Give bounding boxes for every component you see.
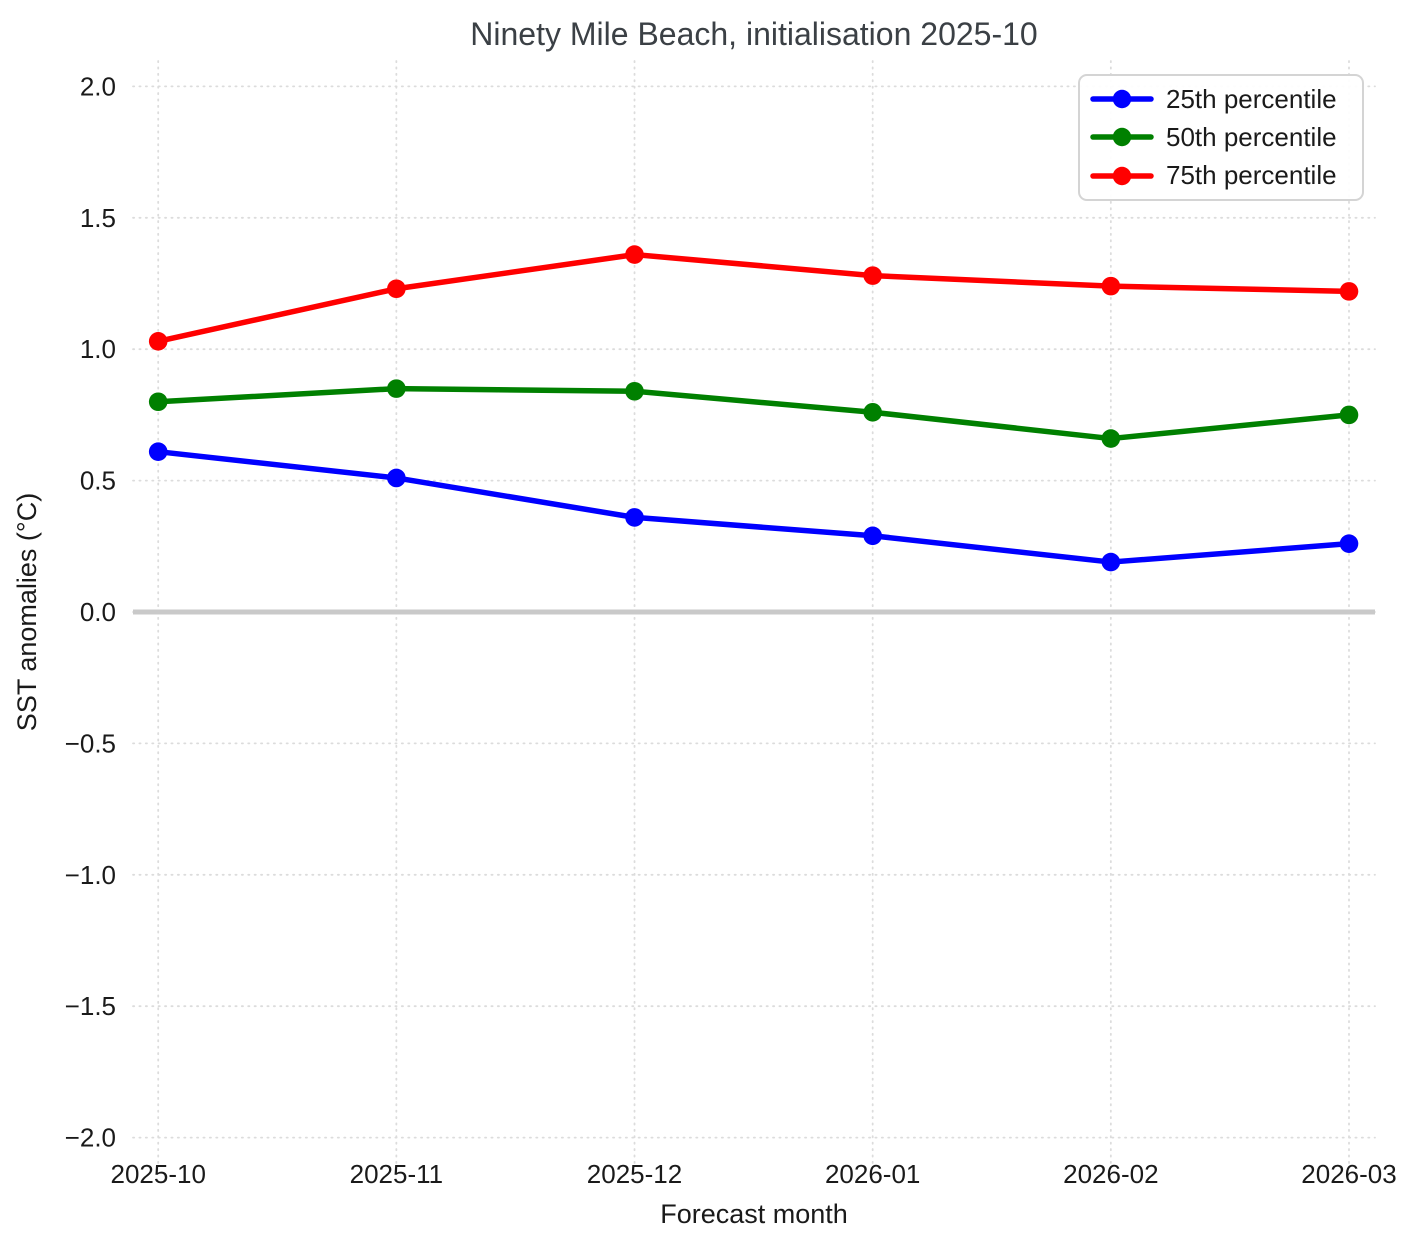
marker-25th-percentile [1339,534,1359,553]
x-tick-label: 2026-02 [1063,1159,1158,1189]
legend-dot [1112,89,1132,109]
legend-label: 75th percentile [1166,160,1337,191]
y-tick-label: −1.5 [65,991,116,1021]
marker-25th-percentile [863,526,882,546]
marker-50th-percentile [625,381,644,401]
legend-marker-icon [1090,166,1154,186]
legend-dot [1112,128,1132,147]
marker-25th-percentile [148,442,168,461]
legend-marker-icon [1090,89,1154,109]
marker-75th-percentile [1339,282,1359,301]
y-axis-label: SST anomalies (°C) [12,493,42,731]
legend-item-75th-percentile: 75th percentile [1090,160,1352,191]
x-tick-label: 2025-11 [350,1159,444,1189]
x-tick-label: 2026-03 [1301,1159,1396,1189]
tick-layer: 2.0 1.5 1.0 0.5 0.0 −0.5 −1.0 −1.5 −2.0 2025-10 20… [65,71,1397,1189]
y-tick-label: −0.5 [65,728,116,758]
marker-75th-percentile [387,279,406,299]
legend-label: 25th percentile [1166,83,1337,114]
y-tick-label: −2.0 [65,1123,116,1153]
marker-75th-percentile [1101,276,1121,296]
series-line-50th-percentile [155,385,1352,442]
x-tick-label: 2025-12 [587,1159,682,1189]
series-layer [148,245,1359,572]
chart-title: Ninety Mile Beach, initialisation 2025-1… [470,16,1037,52]
x-axis-label: Forecast month [660,1199,848,1229]
marker-25th-percentile [387,468,406,488]
x-tick-label: 2026-01 [825,1159,920,1189]
y-tick-label: 0.0 [80,597,116,627]
y-tick-label: 2.0 [80,71,116,101]
marker-50th-percentile [387,379,406,398]
marker-50th-percentile [148,392,168,412]
legend-marker-icon [1090,128,1154,147]
y-tick-label: −1.0 [65,860,116,890]
legend-item-50th-percentile: 50th percentile [1090,122,1352,153]
y-tick-label: 0.5 [80,466,116,496]
marker-75th-percentile [625,245,644,264]
series-line-75th-percentile [155,251,1352,345]
marker-50th-percentile [1101,429,1121,448]
marker-75th-percentile [863,266,882,285]
marker-25th-percentile [625,508,644,527]
y-tick-label: 1.0 [80,334,116,364]
legend-dot [1112,166,1132,186]
marker-25th-percentile [1101,552,1121,572]
marker-50th-percentile [1339,405,1359,425]
legend: 25th percentile 50th percentile 75th perce… [1078,74,1364,201]
x-tick-label: 2025-10 [110,1159,205,1189]
marker-50th-percentile [863,402,882,422]
series-line-25th-percentile [155,448,1352,565]
legend-item-25th-percentile: 25th percentile [1090,84,1352,115]
legend-label: 50th percentile [1166,121,1337,152]
y-tick-label: 1.5 [80,203,116,233]
marker-75th-percentile [148,332,168,351]
